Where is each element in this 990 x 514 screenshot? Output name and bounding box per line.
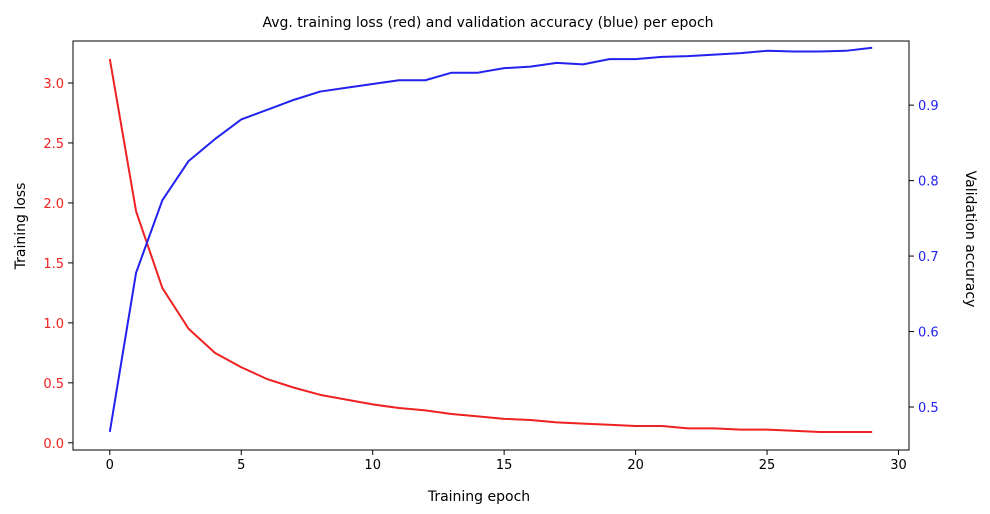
y-axis-left-label: Training loss — [13, 183, 29, 271]
y-left-tick-label: 3.0 — [43, 77, 64, 92]
y-left-tick-label: 1.0 — [43, 317, 64, 332]
x-tick-label: 15 — [496, 458, 513, 473]
x-axis-label: Training epoch — [427, 489, 530, 505]
plot-frame — [72, 40, 910, 451]
x-tick-label: 10 — [364, 458, 381, 473]
y-left-tick-label: 2.5 — [43, 137, 64, 152]
validation-accuracy-line — [108, 46, 873, 433]
x-tick-label: 25 — [759, 458, 776, 473]
x-tick-label: 0 — [106, 458, 114, 473]
y-right-tick-label: 0.6 — [918, 326, 939, 341]
y-right-tick-label: 0.5 — [918, 401, 939, 416]
y-axis-right-label: Validation accuracy — [962, 171, 978, 308]
x-tick-label: 30 — [890, 458, 907, 473]
y-right-tick-label: 0.7 — [918, 250, 939, 265]
chart-title: Avg. training loss (red) and validation … — [262, 15, 713, 31]
x-tick-label: 5 — [237, 458, 245, 473]
series-layer — [108, 46, 873, 434]
y-left-tick-label: 2.0 — [43, 197, 64, 212]
x-tick-label: 20 — [627, 458, 644, 473]
y-left-tick-label: 0.5 — [43, 377, 64, 392]
y-right-tick-label: 0.8 — [918, 175, 939, 190]
training-loss-line — [108, 58, 873, 434]
y-left-tick-label: 1.5 — [43, 257, 64, 272]
y-left-tick-label: 0.0 — [43, 437, 64, 452]
axes-ticks: 0 5 10 15 20 25 30 0.0 0.5 1.0 1.5 2.0 2.5 3.0 0.5 0.6 0… — [43, 77, 938, 473]
y-right-tick-label: 0.9 — [918, 99, 939, 114]
